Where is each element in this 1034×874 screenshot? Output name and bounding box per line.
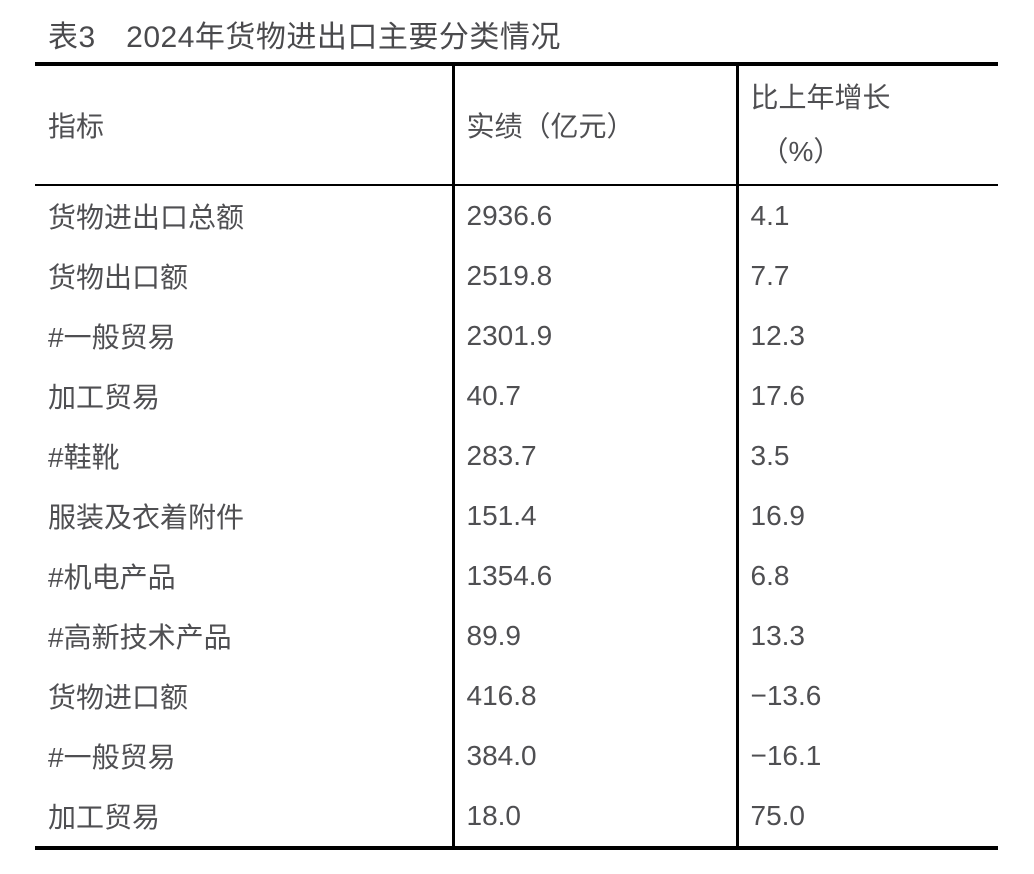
cell-indicator: 加工贸易 [48, 802, 161, 833]
cell-indicator: 货物进出口总额 [48, 202, 245, 233]
table-row: 货物进口额 416.8 −13.6 [35, 666, 998, 726]
cell-value: 384.0 [451, 726, 737, 786]
cell-growth: 13.3 [735, 606, 998, 666]
cell-value: 416.8 [451, 666, 737, 726]
trade-table: 指标 实绩（亿元） 比上年增长 （%） 货物进出口总额 2936.6 4.1 货… [35, 62, 998, 850]
cell-indicator: #鞋靴 [48, 442, 120, 473]
cell-growth: 17.6 [735, 366, 998, 426]
cell-indicator: 货物进口额 [48, 682, 189, 713]
table-row: #鞋靴 283.7 3.5 [35, 426, 998, 486]
cell-growth: 3.5 [735, 426, 998, 486]
cell-growth: 6.8 [735, 546, 998, 606]
cell-growth: 75.0 [735, 786, 998, 848]
table-row: 加工贸易 18.0 75.0 [35, 786, 998, 848]
table-row: 加工贸易 40.7 17.6 [35, 366, 998, 426]
table-row: #高新技术产品 89.9 13.3 [35, 606, 998, 666]
table-row: #机电产品 1354.6 6.8 [35, 546, 998, 606]
table-row: #一般贸易 384.0 −16.1 [35, 726, 998, 786]
cell-value: 2301.9 [451, 306, 737, 366]
cell-growth: −16.1 [735, 726, 998, 786]
header-row: 指标 实绩（亿元） 比上年增长 （%） [35, 64, 998, 186]
cell-indicator: 服装及衣着附件 [48, 502, 245, 533]
col-header-indicator: 指标 [35, 64, 453, 186]
col-header-growth-line1: 比上年增长 [750, 82, 891, 113]
cell-value: 18.0 [451, 786, 737, 848]
cell-indicator: 货物出口额 [48, 262, 189, 293]
cell-growth: −13.6 [735, 666, 998, 726]
table-row: #一般贸易 2301.9 12.3 [35, 306, 998, 366]
cell-indicator: #机电产品 [48, 562, 176, 593]
cell-value: 1354.6 [451, 546, 737, 606]
cell-indicator: #高新技术产品 [48, 622, 232, 653]
cell-indicator: 加工贸易 [48, 382, 161, 413]
cell-value: 2936.6 [451, 185, 737, 246]
cell-growth: 12.3 [735, 306, 998, 366]
cell-value: 2519.8 [451, 246, 737, 306]
cell-growth: 4.1 [735, 185, 998, 246]
cell-value: 89.9 [451, 606, 737, 666]
table-row: 服装及衣着附件 151.4 16.9 [35, 486, 998, 546]
cell-growth: 16.9 [735, 486, 998, 546]
cell-indicator: #一般贸易 [48, 742, 176, 773]
cell-value: 40.7 [451, 366, 737, 426]
col-header-growth-line2: （%） [760, 136, 842, 167]
col-header-value: 实绩（亿元） [451, 64, 737, 186]
cell-value: 151.4 [451, 486, 737, 546]
cell-indicator: #一般贸易 [48, 322, 176, 353]
col-header-growth: 比上年增长 （%） [735, 64, 998, 186]
table-row: 货物进出口总额 2936.6 4.1 [35, 185, 998, 246]
table-row: 货物出口额 2519.8 7.7 [35, 246, 998, 306]
table-title: 表3 2024年货物进出口主要分类情况 [48, 21, 561, 54]
cell-value: 283.7 [451, 426, 737, 486]
cell-growth: 7.7 [735, 246, 998, 306]
